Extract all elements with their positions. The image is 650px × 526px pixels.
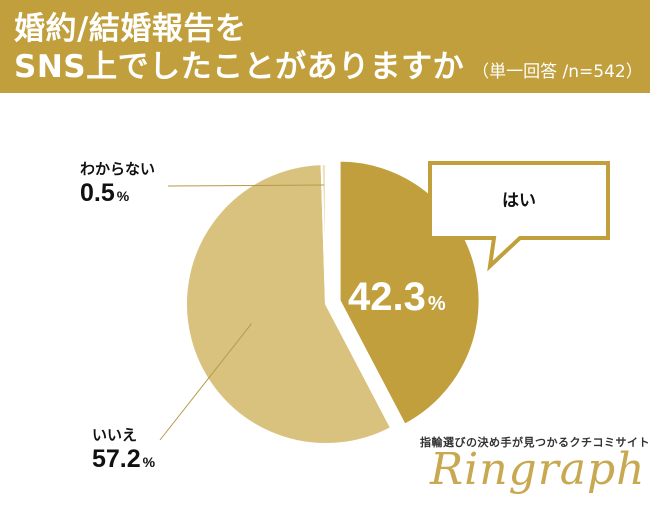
page-title: 婚約/結婚報告を SNS上でしたことがありますか （単一回答 /n=542） [14, 10, 643, 91]
callout-yes-label: はい [502, 191, 536, 211]
label-unknown: わからない 0.5% [80, 158, 155, 210]
label-yes-pct-sign: % [427, 293, 446, 315]
title-line-2-text: SNS上でしたことがありますか [14, 49, 465, 85]
title-line-2: SNS上でしたことがありますか （単一回答 /n=542） [14, 48, 643, 91]
label-no-pct-value: 57.2 [92, 445, 141, 473]
label-unknown-pct: 0.5% [80, 179, 155, 210]
label-unknown-name: わからない [80, 161, 156, 178]
pie-slice-no [185, 163, 393, 445]
label-no: いいえ 57.2% [92, 424, 155, 476]
leader-line-unknown [167, 184, 325, 187]
title-line-1: 婚約/結婚報告を [14, 11, 247, 47]
header-banner: 婚約/結婚報告を SNS上でしたことがありますか （単一回答 /n=542） [0, 0, 650, 93]
callout-box-yes [428, 161, 610, 272]
label-yes-pct-value: 42.3 [348, 275, 426, 319]
label-no-pct-sign: % [142, 454, 156, 470]
leader-line-no [159, 323, 252, 441]
brand-logo: Ringraph [430, 444, 646, 495]
label-yes-pct: 42.3% [348, 275, 446, 320]
label-no-name: いいえ [92, 427, 138, 444]
pie-slice-unknown [320, 162, 327, 305]
brand-tagline: 指輪選びの決め手が見つかるクチコミサイト [420, 436, 650, 449]
sample-note: （単一回答 /n=542） [472, 62, 643, 82]
label-unknown-pct-value: 0.5 [80, 179, 115, 207]
label-no-pct: 57.2% [92, 445, 155, 476]
label-unknown-pct-sign: % [116, 188, 130, 204]
